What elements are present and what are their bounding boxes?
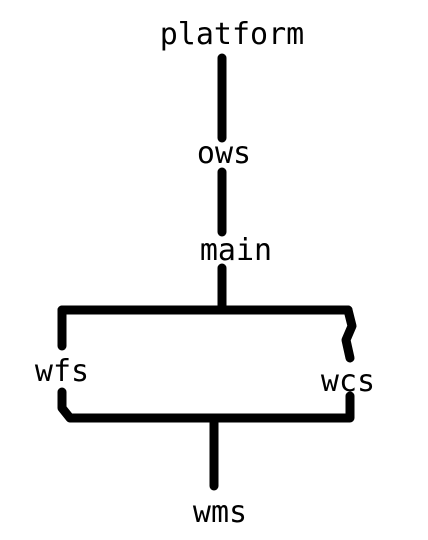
edge-wcs-wms bbox=[209, 391, 355, 423]
node-wms: wms bbox=[193, 495, 247, 530]
node-ows: ows bbox=[197, 136, 251, 171]
node-main: main bbox=[200, 233, 272, 268]
nodes: platform ows main wfs wcs wms bbox=[35, 17, 375, 530]
edges bbox=[57, 53, 357, 491]
node-wcs: wcs bbox=[321, 364, 375, 399]
node-platform: platform bbox=[160, 17, 305, 52]
edge-main-wcs bbox=[341, 305, 357, 363]
node-wfs: wfs bbox=[35, 354, 89, 389]
edge-wfs-wms bbox=[57, 387, 219, 423]
